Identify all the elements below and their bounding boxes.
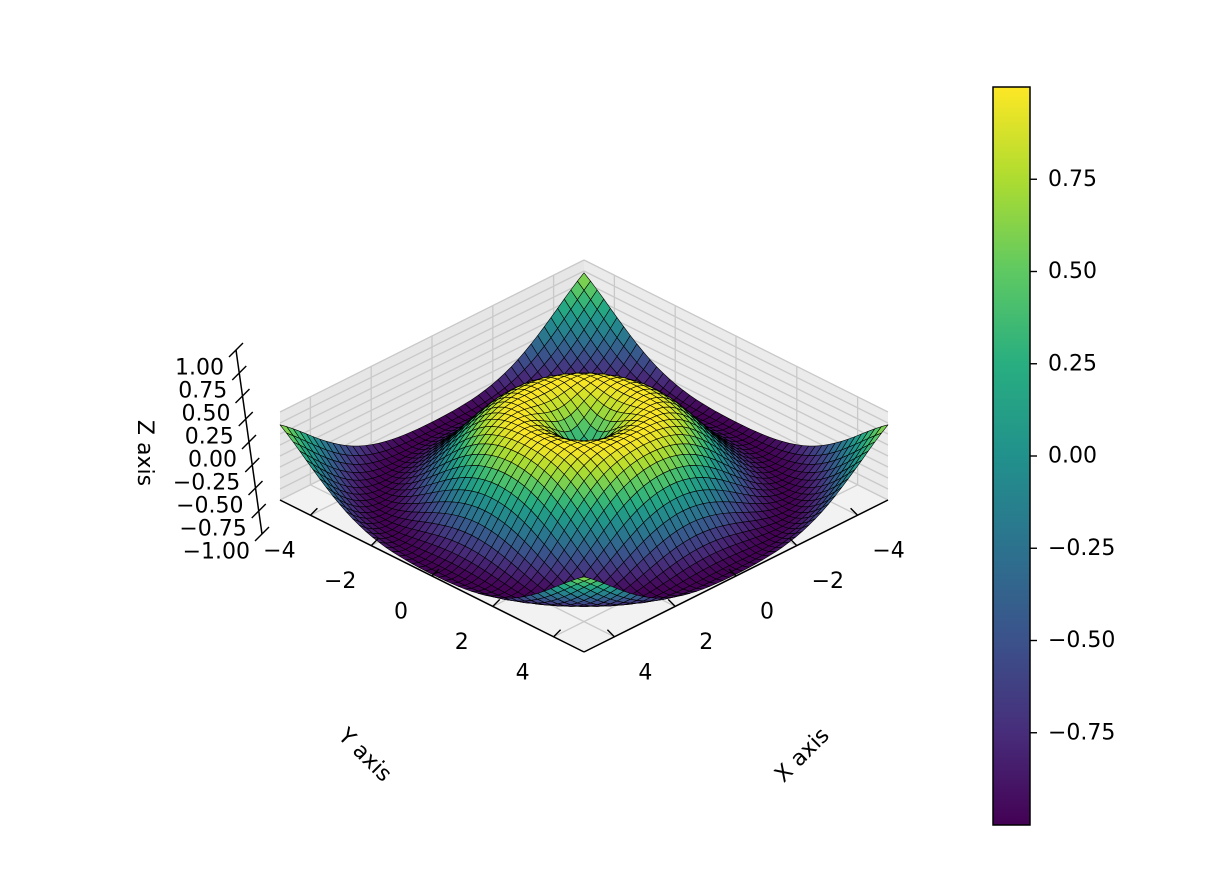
x-axis-label: X axis (770, 723, 834, 787)
z-tick-label: 0.75 (178, 379, 227, 404)
x-axis-tick (606, 629, 615, 638)
z-axis-tick (244, 457, 260, 473)
axis-lines-and-ticks: −4−2024−4−20241.000.750.500.250.00−0.25−… (173, 342, 905, 685)
y-axis-tick (492, 598, 501, 607)
wall-gridline-z (583, 270, 889, 424)
y-axis-label: Y axis (332, 723, 396, 787)
colorbar-gradient (992, 86, 1031, 826)
wall-gridline-z (279, 303, 585, 457)
z-axis-tick (238, 411, 254, 427)
colorbar-tick-label: 0.75 (1048, 167, 1097, 192)
wall-gridline-z (279, 259, 585, 413)
y-axis-tick (431, 568, 440, 577)
wall-gridline-z (279, 292, 585, 446)
z-axis-tick (251, 503, 267, 519)
z-axis-tick (254, 526, 270, 542)
z-axis-tick (248, 480, 263, 496)
wall-gridline-z (583, 281, 889, 435)
y-tick-label: 2 (455, 630, 469, 655)
z-tick-label: −1.00 (183, 540, 250, 565)
z-axis-label: Z axis (132, 420, 157, 486)
surface-facet (577, 576, 591, 582)
colorbar: 0.75 0.50 0.25 0.00 −0.25 −0.50 −0.75 (992, 86, 1115, 826)
colorbar-tick-label: 0.25 (1048, 351, 1097, 376)
y-axis-tick (553, 629, 562, 638)
x-tick-label: 4 (638, 660, 652, 685)
y-tick-label: 4 (516, 660, 530, 685)
x-tick-label: 2 (699, 630, 713, 655)
wall-gridline-z (583, 259, 889, 413)
x-tick-label: 0 (760, 600, 774, 625)
y-axis-tick (370, 538, 379, 547)
wall-gridline-z (583, 303, 889, 457)
x-tick-label: −2 (812, 569, 844, 594)
z-axis-tick (235, 388, 250, 404)
z-axis-tick (231, 365, 247, 381)
y-tick-label: −4 (263, 539, 295, 564)
z-tick-label: −0.25 (173, 471, 240, 496)
colorbar-ticks: 0.75 0.50 0.25 0.00 −0.25 −0.50 −0.75 (1030, 167, 1115, 745)
z-axis-tick (228, 342, 244, 358)
x-axis-tick (850, 507, 859, 516)
wall-gridline-z (279, 281, 585, 435)
z-tick-label: −0.75 (179, 517, 246, 542)
wall-gridline-z (279, 270, 585, 424)
z-tick-label: 0.50 (182, 402, 231, 427)
x-axis-tick (789, 538, 798, 547)
wall-gridline-z (583, 292, 889, 446)
z-tick-label: 1.00 (175, 356, 224, 381)
x-axis-tick (728, 568, 737, 577)
x-axis-tick (667, 598, 676, 607)
colorbar-tick-label: 0.00 (1048, 444, 1097, 469)
z-axis-tick (241, 434, 257, 450)
y-tick-label: −2 (324, 569, 356, 594)
y-axis-tick (309, 507, 318, 516)
colorbar-tick-label: −0.75 (1048, 720, 1115, 745)
colorbar-tick-label: −0.25 (1048, 536, 1115, 561)
colorbar-tick-label: −0.50 (1048, 628, 1115, 653)
z-tick-label: 0.25 (185, 425, 234, 450)
z-tick-label: −0.50 (176, 494, 243, 519)
wall-gridline-z (279, 314, 585, 468)
y-tick-label: 0 (394, 600, 408, 625)
x-tick-label: −4 (872, 539, 904, 564)
surface-mesh (279, 272, 889, 608)
colorbar-tick-label: 0.50 (1048, 259, 1097, 284)
z-tick-label: 0.00 (188, 448, 237, 473)
wall-gridline-z (583, 314, 889, 468)
